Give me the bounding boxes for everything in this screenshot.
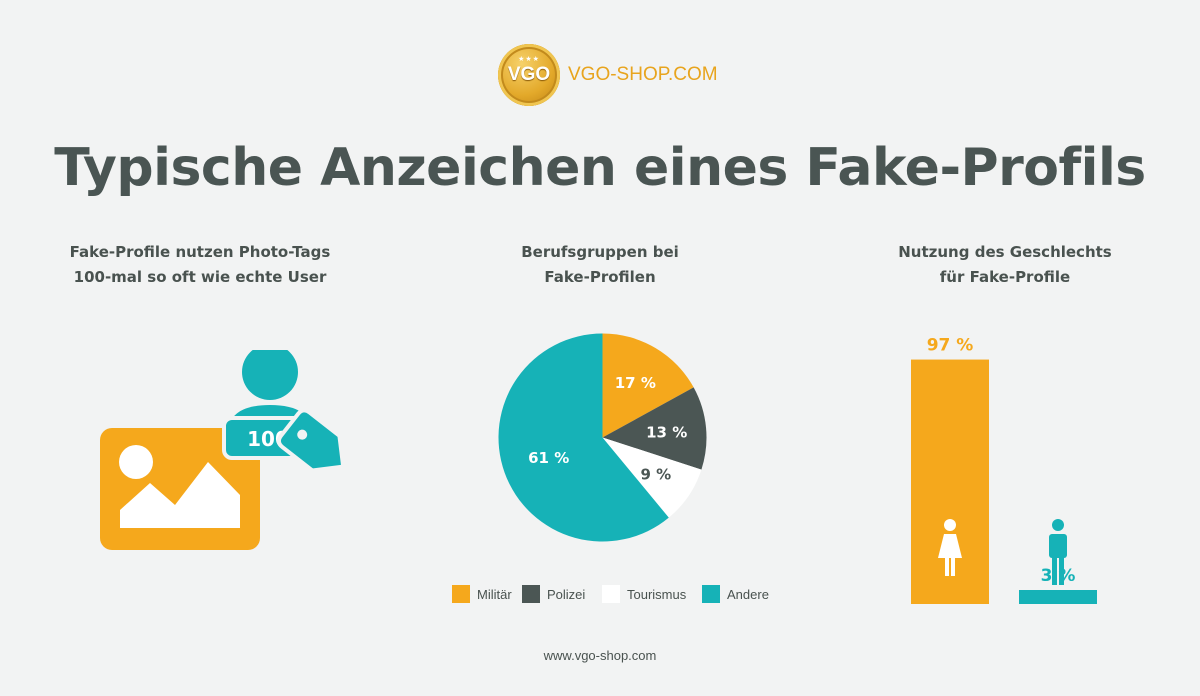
bar-label-female: 97 % — [927, 336, 974, 356]
pie-chart: 17 % 13 % 9 % 61 % — [498, 333, 707, 542]
tag-icon — [276, 408, 346, 473]
female-icon — [938, 519, 962, 576]
pie-slice-militär — [602, 333, 694, 438]
pie-label-andere: 61 % — [528, 449, 569, 467]
brand-name: VGO-SHOP.COM — [568, 64, 718, 85]
male-icon — [1049, 519, 1067, 585]
page-title: Typische Anzeichen eines Fake-Profils — [54, 138, 1146, 198]
bar-female — [911, 359, 989, 604]
bar-chart-title: Nutzung des Geschlechts für Fake-Profile — [855, 240, 1155, 290]
bar-title-line2: für Fake-Profile — [939, 268, 1071, 286]
bar-chart: 97 % 3 % — [911, 336, 1097, 604]
footer-url: www.vgo-shop.com — [543, 648, 657, 663]
legend-swatch — [602, 585, 620, 603]
legend-label: Tourismus — [627, 587, 687, 602]
coin-text: VGO — [507, 64, 551, 85]
coin-logo-icon: ★★★ VGO — [498, 44, 560, 106]
pie-chart-title: Berufsgruppen bei Fake-Profilen — [455, 240, 745, 290]
pie-label-tourismus: 9 % — [640, 466, 671, 484]
panel1-heading-line1: Fake-Profile nutzen Photo-Tags — [69, 243, 331, 261]
panel1-heading: Fake-Profile nutzen Photo-Tags 100-mal s… — [50, 240, 350, 290]
legend-label: Polizei — [547, 587, 586, 602]
pie-label-militär: 17 % — [615, 374, 656, 392]
brand-logo: ★★★ VGO VGO-SHOP.COM — [498, 44, 728, 108]
legend-swatch — [452, 585, 470, 603]
photo-icon — [100, 428, 260, 550]
pie-slice-andere — [498, 333, 669, 542]
pie-label-polizei: 13 % — [646, 423, 687, 441]
bar-title-line1: Nutzung des Geschlechts — [898, 243, 1112, 261]
legend-label: Militär — [477, 587, 512, 602]
pie-legend: Militär Polizei Tourismus Andere — [452, 585, 772, 605]
pie-slice-polizei — [602, 387, 707, 470]
photo-tag-illustration: 100 — [100, 350, 346, 550]
legend-label: Andere — [727, 587, 769, 602]
pie-title-line2: Fake-Profilen — [544, 268, 656, 286]
pie-slice-tourismus — [602, 437, 702, 518]
coin-stars: ★★★ — [518, 55, 540, 63]
pie-title-line1: Berufsgruppen bei — [521, 243, 679, 261]
bar-male — [1019, 590, 1097, 604]
bar-label-male: 3 % — [1041, 566, 1076, 586]
panel1-heading-line2: 100-mal so oft wie echte User — [73, 268, 327, 286]
legend-swatch — [702, 585, 720, 603]
legend-swatch — [522, 585, 540, 603]
